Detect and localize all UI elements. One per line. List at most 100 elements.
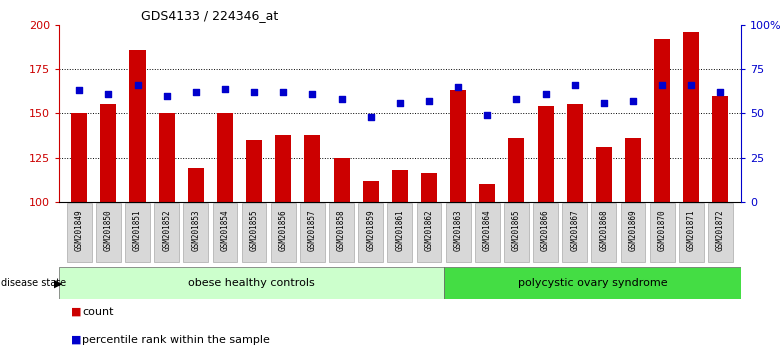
Point: [510, 96, 523, 102]
Point: [161, 93, 173, 98]
FancyBboxPatch shape: [708, 203, 733, 263]
Bar: [392, 170, 408, 202]
Bar: [684, 32, 699, 202]
Text: GSM201864: GSM201864: [483, 209, 492, 251]
Text: GSM201855: GSM201855: [249, 209, 259, 251]
Bar: [188, 168, 204, 202]
Text: polycystic ovary syndrome: polycystic ovary syndrome: [517, 278, 667, 288]
FancyBboxPatch shape: [504, 203, 529, 263]
Text: percentile rank within the sample: percentile rank within the sample: [82, 335, 270, 345]
Bar: [100, 104, 116, 202]
Text: GSM201851: GSM201851: [133, 209, 142, 251]
FancyBboxPatch shape: [183, 203, 209, 263]
Point: [656, 82, 669, 88]
Point: [423, 98, 435, 104]
Point: [190, 89, 202, 95]
Bar: [625, 138, 641, 202]
Point: [248, 89, 260, 95]
FancyBboxPatch shape: [621, 203, 645, 263]
Text: GSM201853: GSM201853: [191, 209, 200, 251]
FancyBboxPatch shape: [67, 203, 92, 263]
Text: GDS4133 / 224346_at: GDS4133 / 224346_at: [140, 9, 278, 22]
Bar: [450, 90, 466, 202]
Text: disease state: disease state: [1, 278, 66, 288]
Text: obese healthy controls: obese healthy controls: [188, 278, 315, 288]
Point: [481, 112, 494, 118]
Bar: [508, 138, 524, 202]
FancyBboxPatch shape: [154, 203, 179, 263]
Point: [394, 100, 406, 105]
Text: GSM201869: GSM201869: [629, 209, 637, 251]
Point: [714, 89, 727, 95]
Point: [452, 84, 464, 90]
Point: [568, 82, 581, 88]
FancyBboxPatch shape: [591, 203, 616, 263]
Text: GSM201868: GSM201868: [600, 209, 608, 251]
FancyBboxPatch shape: [562, 203, 587, 263]
FancyBboxPatch shape: [125, 203, 150, 263]
Text: GSM201856: GSM201856: [279, 209, 288, 251]
Text: GSM201852: GSM201852: [162, 209, 171, 251]
Bar: [479, 184, 495, 202]
Bar: [421, 173, 437, 202]
Bar: [304, 135, 321, 202]
Bar: [217, 113, 233, 202]
Bar: [275, 135, 292, 202]
Text: GSM201871: GSM201871: [687, 209, 696, 251]
Bar: [713, 96, 728, 202]
Point: [219, 86, 231, 91]
Point: [597, 100, 610, 105]
Text: GSM201862: GSM201862: [424, 209, 434, 251]
FancyBboxPatch shape: [270, 203, 296, 263]
Point: [102, 91, 114, 97]
FancyBboxPatch shape: [329, 203, 354, 263]
Text: GSM201859: GSM201859: [366, 209, 376, 251]
Text: GSM201861: GSM201861: [395, 209, 405, 251]
Bar: [333, 158, 350, 202]
FancyBboxPatch shape: [241, 203, 267, 263]
Point: [365, 114, 377, 120]
Text: count: count: [82, 307, 114, 316]
Bar: [363, 181, 379, 202]
Point: [539, 91, 552, 97]
FancyBboxPatch shape: [416, 203, 441, 263]
Point: [336, 96, 348, 102]
Point: [277, 89, 289, 95]
Text: GSM201870: GSM201870: [658, 209, 666, 251]
Text: GSM201857: GSM201857: [308, 209, 317, 251]
Bar: [567, 104, 583, 202]
FancyBboxPatch shape: [387, 203, 412, 263]
Point: [73, 87, 85, 93]
FancyBboxPatch shape: [358, 203, 383, 263]
FancyBboxPatch shape: [300, 203, 325, 263]
Bar: [158, 113, 175, 202]
Point: [131, 82, 143, 88]
Text: ■: ■: [71, 335, 81, 345]
FancyBboxPatch shape: [679, 203, 704, 263]
Text: GSM201858: GSM201858: [337, 209, 346, 251]
Bar: [129, 50, 146, 202]
Bar: [246, 140, 262, 202]
Bar: [654, 39, 670, 202]
FancyBboxPatch shape: [650, 203, 674, 263]
FancyBboxPatch shape: [59, 267, 445, 299]
FancyBboxPatch shape: [533, 203, 558, 263]
Text: GSM201872: GSM201872: [716, 209, 725, 251]
FancyBboxPatch shape: [96, 203, 121, 263]
Text: GSM201849: GSM201849: [74, 209, 84, 251]
Text: GSM201850: GSM201850: [103, 209, 113, 251]
Bar: [71, 113, 87, 202]
Text: ▶: ▶: [54, 278, 63, 288]
FancyBboxPatch shape: [212, 203, 238, 263]
FancyBboxPatch shape: [445, 267, 741, 299]
Text: GSM201867: GSM201867: [570, 209, 579, 251]
Point: [306, 91, 318, 97]
Text: ■: ■: [71, 307, 81, 316]
Bar: [538, 106, 554, 202]
Bar: [596, 147, 612, 202]
Text: GSM201865: GSM201865: [512, 209, 521, 251]
FancyBboxPatch shape: [475, 203, 499, 263]
Point: [626, 98, 639, 104]
Point: [685, 82, 698, 88]
Text: GSM201866: GSM201866: [541, 209, 550, 251]
